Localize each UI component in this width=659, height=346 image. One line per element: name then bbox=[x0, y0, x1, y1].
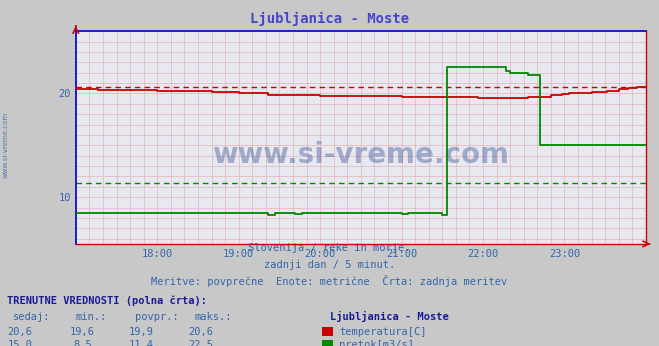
Text: www.si-vreme.com: www.si-vreme.com bbox=[2, 112, 9, 179]
Text: 11,4: 11,4 bbox=[129, 340, 154, 346]
Text: Ljubljanica - Moste: Ljubljanica - Moste bbox=[330, 311, 448, 322]
Text: www.si-vreme.com: www.si-vreme.com bbox=[212, 140, 509, 169]
Text: 20,6: 20,6 bbox=[188, 327, 214, 337]
Text: maks.:: maks.: bbox=[194, 312, 232, 322]
Text: sedaj:: sedaj: bbox=[13, 312, 51, 322]
Text: Meritve: povprečne  Enote: metrične  Črta: zadnja meritev: Meritve: povprečne Enote: metrične Črta:… bbox=[152, 275, 507, 288]
Text: 22,5: 22,5 bbox=[188, 340, 214, 346]
Text: 20,6: 20,6 bbox=[7, 327, 32, 337]
Text: min.:: min.: bbox=[76, 312, 107, 322]
Text: 19,9: 19,9 bbox=[129, 327, 154, 337]
Text: 15,0: 15,0 bbox=[7, 340, 32, 346]
Text: povpr.:: povpr.: bbox=[135, 312, 179, 322]
Text: Slovenija / reke in morje.: Slovenija / reke in morje. bbox=[248, 243, 411, 253]
Text: TRENUTNE VREDNOSTI (polna črta):: TRENUTNE VREDNOSTI (polna črta): bbox=[7, 296, 206, 307]
Text: pretok[m3/s]: pretok[m3/s] bbox=[339, 340, 415, 346]
Text: Ljubljanica - Moste: Ljubljanica - Moste bbox=[250, 12, 409, 26]
Text: 19,6: 19,6 bbox=[70, 327, 95, 337]
Text: 8,5: 8,5 bbox=[73, 340, 92, 346]
Text: temperatura[C]: temperatura[C] bbox=[339, 327, 427, 337]
Text: zadnji dan / 5 minut.: zadnji dan / 5 minut. bbox=[264, 260, 395, 270]
